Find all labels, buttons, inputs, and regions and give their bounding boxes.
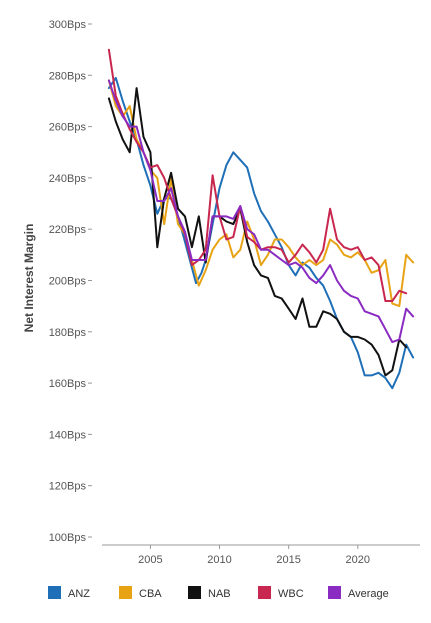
legend: ANZ CBA NAB WBC Average <box>48 586 389 600</box>
legend-label-anz: ANZ <box>68 588 90 600</box>
series-line-average <box>107 79 415 344</box>
legend-swatch-wbc <box>258 586 271 599</box>
series-line-cba <box>107 79 415 308</box>
series-lines <box>107 48 415 390</box>
legend-label-wbc: WBC <box>278 588 304 600</box>
y-tick-label: 120Bps <box>49 481 87 493</box>
y-tick-label: 140Bps <box>49 429 87 441</box>
y-tick-label: 300Bps <box>49 19 87 31</box>
legend-label-nab: NAB <box>208 588 231 600</box>
x-tick-label: 2015 <box>276 554 300 566</box>
y-tick-label: 200Bps <box>49 276 87 288</box>
legend-swatch-anz <box>48 586 61 599</box>
y-tick-label: 160Bps <box>49 378 87 390</box>
x-tick-label: 2020 <box>346 554 370 566</box>
y-tick-label: 260Bps <box>49 122 87 134</box>
y-tick-label: 240Bps <box>49 173 87 185</box>
y-axis-ticks: 100Bps 120Bps 140Bps 160Bps 180Bps 200Bps 220B… <box>49 19 92 544</box>
x-axis: 2005 2010 2015 2020 <box>102 544 420 566</box>
legend-swatch-cba <box>119 586 132 599</box>
series-line-wbc <box>107 48 408 302</box>
x-tick-label: 2010 <box>207 554 231 566</box>
y-axis-title: Net Interest Margin <box>22 224 36 333</box>
legend-label-cba: CBA <box>139 588 162 600</box>
legend-swatch-nab <box>188 586 201 599</box>
x-tick-label: 2005 <box>138 554 162 566</box>
y-tick-label: 180Bps <box>49 327 87 339</box>
legend-swatch-average <box>328 586 341 599</box>
y-tick-label: 280Bps <box>49 70 87 82</box>
legend-label-average: Average <box>348 588 389 600</box>
y-tick-label: 100Bps <box>49 532 87 544</box>
series-line-nab <box>107 87 408 377</box>
y-tick-label: 220Bps <box>49 224 87 236</box>
